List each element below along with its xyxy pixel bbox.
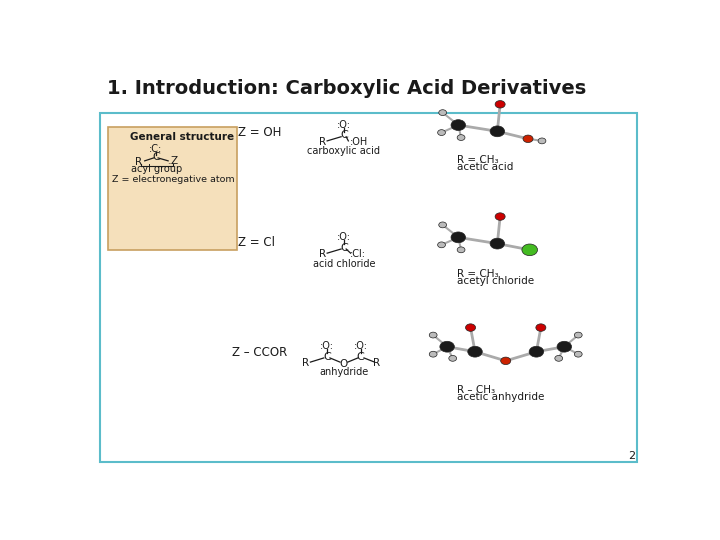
- Circle shape: [438, 110, 446, 116]
- Circle shape: [575, 332, 582, 338]
- Circle shape: [557, 341, 572, 352]
- Text: C: C: [340, 243, 348, 253]
- Text: acyl group: acyl group: [131, 164, 182, 174]
- Circle shape: [451, 232, 466, 243]
- Text: R = CH₃: R = CH₃: [457, 269, 499, 279]
- Text: R – CH₃: R – CH₃: [457, 385, 495, 395]
- Circle shape: [538, 138, 546, 144]
- Circle shape: [457, 247, 465, 253]
- Circle shape: [451, 120, 466, 131]
- Text: 2: 2: [629, 451, 636, 461]
- Text: R: R: [319, 249, 326, 259]
- Circle shape: [440, 341, 454, 352]
- Text: R: R: [135, 157, 143, 167]
- Text: C: C: [340, 131, 348, 140]
- Circle shape: [495, 100, 505, 108]
- Text: anhydride: anhydride: [319, 368, 369, 377]
- FancyBboxPatch shape: [100, 113, 637, 462]
- Circle shape: [490, 126, 505, 137]
- Circle shape: [468, 346, 482, 357]
- Text: Z = electronegative atom: Z = electronegative atom: [112, 175, 235, 184]
- Text: acid chloride: acid chloride: [312, 259, 375, 268]
- Text: R: R: [373, 358, 380, 368]
- Text: :O:: :O:: [354, 341, 368, 352]
- Circle shape: [429, 332, 437, 338]
- Text: :O:: :O:: [337, 232, 351, 242]
- Circle shape: [522, 244, 538, 255]
- Circle shape: [438, 242, 446, 248]
- Circle shape: [495, 213, 505, 220]
- Circle shape: [529, 346, 544, 357]
- Text: Z: Z: [171, 156, 177, 166]
- Text: acetyl chloride: acetyl chloride: [457, 276, 534, 286]
- Text: R: R: [319, 137, 326, 147]
- Circle shape: [500, 357, 510, 364]
- Circle shape: [457, 134, 465, 140]
- Circle shape: [575, 352, 582, 357]
- Text: carboxylic acid: carboxylic acid: [307, 146, 380, 156]
- Circle shape: [490, 238, 505, 249]
- Circle shape: [429, 352, 437, 357]
- Text: Z = OH: Z = OH: [238, 126, 282, 139]
- Text: R = CH₃: R = CH₃: [457, 154, 499, 165]
- Text: C: C: [323, 352, 331, 362]
- Text: :O:: :O:: [337, 120, 351, 130]
- Circle shape: [536, 324, 546, 332]
- Circle shape: [523, 135, 533, 143]
- Circle shape: [438, 130, 446, 136]
- Text: O: O: [340, 359, 348, 369]
- Circle shape: [438, 222, 446, 228]
- Text: acetic acid: acetic acid: [457, 162, 513, 172]
- Text: General structure: General structure: [130, 132, 234, 142]
- Text: 1. Introduction: Carboxylic Acid Derivatives: 1. Introduction: Carboxylic Acid Derivat…: [107, 79, 586, 98]
- Text: ..: ..: [168, 157, 173, 166]
- Text: R: R: [302, 358, 310, 368]
- Text: C: C: [356, 352, 364, 362]
- Text: :C:: :C:: [149, 144, 163, 154]
- Text: :Cl:: :Cl:: [349, 249, 366, 259]
- FancyBboxPatch shape: [109, 127, 237, 250]
- Text: :O:: :O:: [320, 341, 334, 352]
- Circle shape: [555, 355, 562, 361]
- Text: C: C: [152, 152, 160, 162]
- Circle shape: [466, 324, 476, 332]
- Text: Z = Cl: Z = Cl: [238, 237, 275, 249]
- Circle shape: [449, 355, 456, 361]
- Text: :OH: :OH: [349, 137, 368, 147]
- Text: Z – CCOR: Z – CCOR: [233, 346, 287, 359]
- Text: acetic anhydride: acetic anhydride: [457, 393, 544, 402]
